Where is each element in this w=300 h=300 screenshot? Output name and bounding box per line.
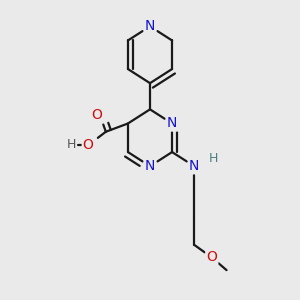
Text: O: O (92, 108, 102, 122)
Text: O: O (206, 250, 217, 265)
Text: O: O (83, 138, 94, 152)
Text: N: N (145, 159, 155, 173)
Text: H: H (66, 138, 76, 151)
Text: N: N (189, 159, 200, 173)
Text: N: N (145, 19, 155, 33)
Text: N: N (167, 116, 177, 130)
Text: H: H (209, 152, 218, 165)
